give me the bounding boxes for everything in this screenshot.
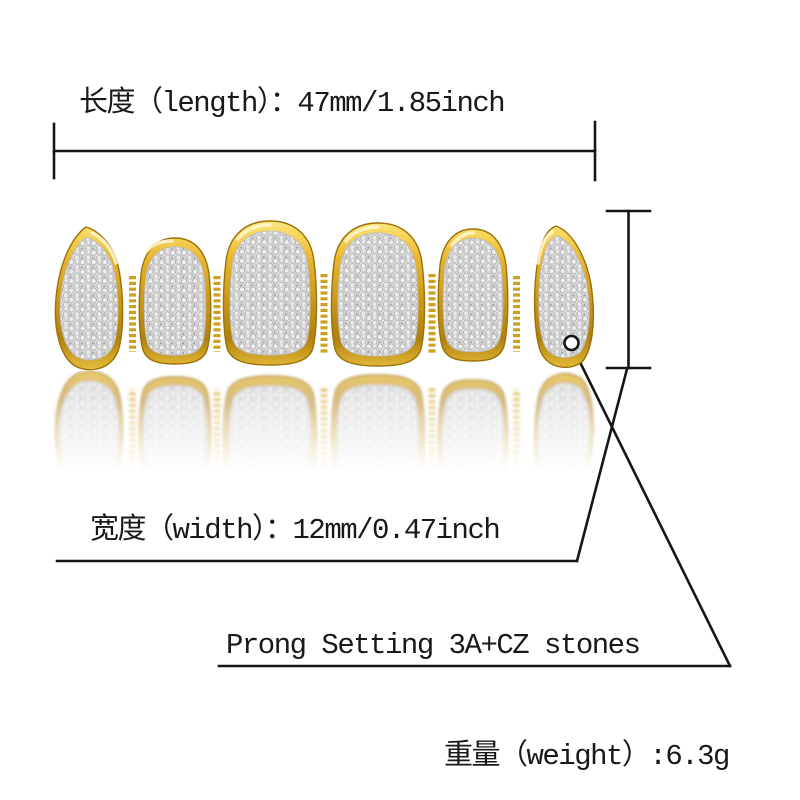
stone-pointer-circle <box>563 334 580 352</box>
length-label: 长度（length）：47mm/1.85inch <box>79 87 506 120</box>
prong-leader-line <box>217 348 732 668</box>
width-label: 宽度（width）：12mm/0.47inch <box>90 514 501 547</box>
length-dimension-line <box>52 120 597 182</box>
width-leader-line <box>55 367 629 563</box>
prong-setting-label: Prong Setting 3A+CZ stones <box>226 629 641 662</box>
product-reflection <box>55 371 593 520</box>
grillz-product <box>55 221 593 520</box>
weight-label: 重量（weight）:6.3g <box>444 740 730 773</box>
width-dimension-bracket <box>605 209 652 370</box>
